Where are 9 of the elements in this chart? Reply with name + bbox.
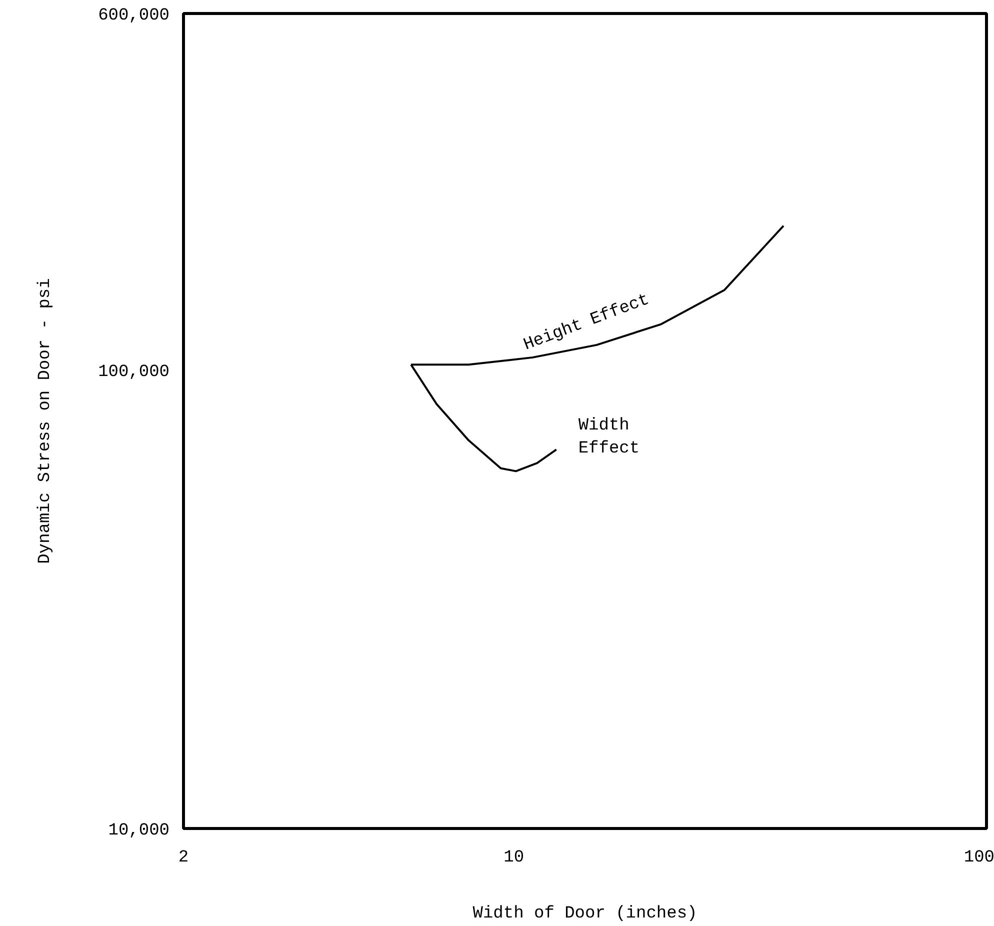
x-tick-label: 10 — [504, 848, 524, 868]
x-tick-label: 100 — [964, 848, 994, 868]
y-axis-title: Dynamic Stress on Door - psi — [36, 278, 56, 564]
x-tick-label: 2 — [178, 848, 189, 868]
y-tick-label: 600,000 — [98, 6, 170, 26]
x-axis-title: Width of Door (inches) — [472, 904, 698, 924]
series-label: Width Effect — [578, 416, 640, 458]
y-tick-label: 100,000 — [98, 363, 170, 382]
y-tick-label: 10,000 — [108, 822, 170, 840]
